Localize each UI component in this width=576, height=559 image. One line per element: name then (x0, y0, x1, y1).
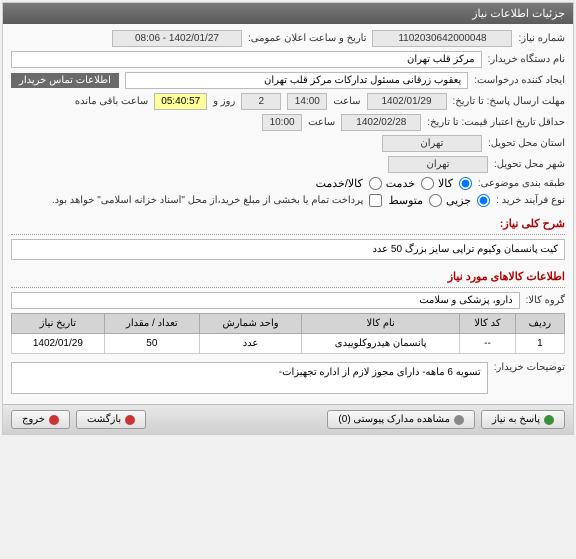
time-label-2: ساعت (308, 117, 335, 128)
buyer-value: مرکز قلب تهران (11, 51, 482, 68)
pub-datetime-value: 1402/01/27 - 08:06 (112, 30, 242, 47)
goods-section-title: اطلاعات کالاهای مورد نیاز (11, 266, 565, 288)
group-value: دارو، پزشکی و سلامت (11, 292, 520, 309)
category-label: طبقه بندی موضوعی: (478, 178, 565, 189)
credit-time: 10:00 (262, 114, 302, 131)
col-qty: تعداد / مقدار (104, 314, 199, 334)
requester-label: ایجاد کننده درخواست: (474, 75, 565, 86)
category-options: کالا خدمت کالا/خدمت (316, 177, 472, 190)
col-name: نام کالا (302, 314, 460, 334)
table-header-row: ردیف کد کالا نام کالا واحد شمارش تعداد /… (12, 314, 565, 334)
col-unit: واحد شمارش (199, 314, 301, 334)
col-row: ردیف (515, 314, 564, 334)
contact-tag[interactable]: اطلاعات تماس خریدار (11, 73, 119, 88)
goods-table: ردیف کد کالا نام کالا واحد شمارش تعداد /… (11, 313, 565, 354)
reply-label: پاسخ به نیاز (492, 414, 540, 425)
remaining-label: ساعت باقی مانده (75, 96, 148, 107)
back-icon (125, 415, 135, 425)
footer-bar: پاسخ به نیاز مشاهده مدارک پیوستی (0) باز… (3, 404, 573, 434)
credit-label: حداقل تاریخ اعتبار قیمت: تا تاریخ: (427, 117, 565, 128)
remaining-time: 05:40:57 (154, 93, 207, 110)
cat-goods-label: کالا (438, 177, 453, 190)
cell-row: 1 (515, 334, 564, 354)
need-no-label: شماره نیاز: (518, 33, 565, 44)
city-value: تهران (388, 156, 488, 173)
cell-date: 1402/01/29 (12, 334, 105, 354)
back-label: بازگشت (87, 414, 121, 425)
attachments-icon (454, 415, 464, 425)
days-value: 2 (241, 93, 281, 110)
need-no-value: 1102030642000048 (372, 30, 512, 47)
requester-value: یعقوب زرقانی مسئول تدارکات مرکز قلب تهرا… (125, 72, 468, 89)
proc-medium-label: متوسط (388, 194, 423, 207)
desc-text: کیت پانسمان وکیوم تراپی سایز بزرگ 50 عدد (11, 239, 565, 260)
exit-button[interactable]: خروج (11, 410, 70, 429)
time-label-1: ساعت (333, 96, 360, 107)
deadline-label: مهلت ارسال پاسخ: تا تاریخ: (453, 96, 565, 107)
cat-service-radio[interactable] (421, 177, 434, 190)
process-options: جزیی متوسط (388, 194, 490, 207)
city-label: شهر محل تحویل: (494, 159, 565, 170)
reply-button[interactable]: پاسخ به نیاز (481, 410, 565, 429)
cat-goods-service-label: کالا/خدمت (316, 177, 363, 190)
table-row[interactable]: 1 -- پانسمان هیدروکلوییدی عدد 50 1402/01… (12, 334, 565, 354)
deadline-date: 1402/01/29 (367, 93, 447, 110)
proc-medium-radio[interactable] (429, 194, 442, 207)
col-date: تاریخ نیاز (12, 314, 105, 334)
panel-header: جزئیات اطلاعات نیاز (3, 3, 573, 24)
pub-datetime-label: تاریخ و ساعت اعلان عمومی: (248, 33, 367, 44)
form-body: شماره نیاز: 1102030642000048 تاریخ و ساع… (3, 24, 573, 404)
exit-icon (49, 415, 59, 425)
attachments-label: مشاهده مدارک پیوستی (0) (338, 414, 450, 425)
cat-goods-radio[interactable] (459, 177, 472, 190)
back-button[interactable]: بازگشت (76, 410, 146, 429)
reply-icon (544, 415, 554, 425)
proc-note-checkbox[interactable] (369, 194, 382, 207)
province-value: تهران (382, 135, 482, 152)
cat-goods-service-radio[interactable] (369, 177, 382, 190)
cell-qty: 50 (104, 334, 199, 354)
process-label: نوع فرآیند خرید : (496, 195, 565, 206)
cat-service-label: خدمت (386, 177, 415, 190)
exit-label: خروج (22, 414, 45, 425)
desc-title: شرح کلی نیاز: (11, 213, 565, 235)
cell-code: -- (460, 334, 515, 354)
days-label: روز و (213, 96, 235, 107)
buyer-label: نام دستگاه خریدار: (488, 54, 565, 65)
cell-name: پانسمان هیدروکلوییدی (302, 334, 460, 354)
credit-date: 1402/02/28 (341, 114, 421, 131)
cell-unit: عدد (199, 334, 301, 354)
group-label: گروه کالا: (526, 295, 565, 306)
col-code: کد کالا (460, 314, 515, 334)
buyer-notes-label: توضیحات خریدار: (494, 362, 565, 373)
proc-small-radio[interactable] (477, 194, 490, 207)
province-label: استان محل تحویل: (488, 138, 565, 149)
buyer-notes-text: تسویه 6 ماهه- دارای مجوز لازم از اداره ت… (11, 362, 488, 394)
attachments-button[interactable]: مشاهده مدارک پیوستی (0) (327, 410, 475, 429)
deadline-time: 14:00 (287, 93, 327, 110)
proc-note-label: پرداخت تمام یا بخشی از مبلغ خرید،از محل … (52, 195, 364, 206)
details-panel: جزئیات اطلاعات نیاز شماره نیاز: 11020306… (2, 2, 574, 435)
proc-small-label: جزیی (446, 194, 471, 207)
